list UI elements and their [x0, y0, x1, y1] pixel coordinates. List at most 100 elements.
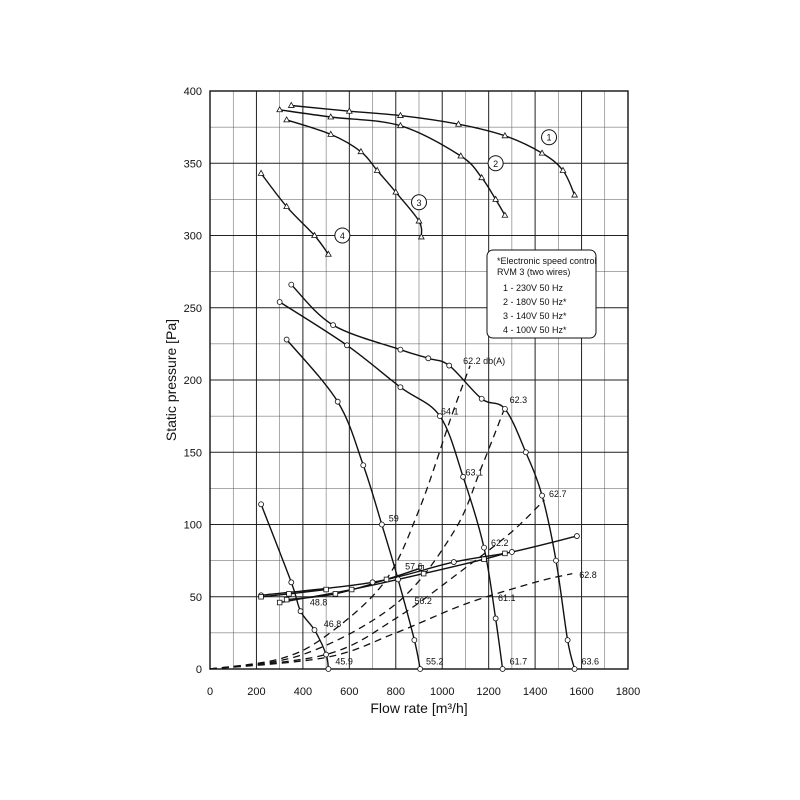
data-point-triangle — [357, 147, 365, 155]
y-tick-label: 100 — [184, 520, 202, 532]
sound-level-label: 63.1 — [465, 467, 483, 477]
data-point-triangle — [478, 173, 486, 181]
data-point-square — [383, 576, 390, 583]
curve-number-badge: 1 — [541, 129, 558, 146]
series-line-system-15 — [209, 572, 573, 670]
data-point-circle — [297, 608, 304, 615]
data-point-circle — [323, 651, 330, 658]
data-point-circle — [571, 666, 578, 672]
sound-level-label: 45.9 — [335, 657, 353, 667]
curve-number-text: 3 — [416, 198, 421, 208]
data-point-triangle — [538, 149, 546, 156]
data-point-circle — [417, 666, 424, 672]
series-line-pressure-4 — [260, 172, 329, 255]
legend-entry: 2 - 180V 50 Hz* — [503, 297, 567, 307]
data-point-triangle — [454, 120, 462, 127]
series-line-power-3 — [286, 567, 422, 601]
sound-level-label: 61.7 — [510, 657, 528, 667]
curve-number-text: 4 — [340, 231, 345, 241]
series-line-curve-2 — [279, 301, 504, 670]
data-point-circle — [446, 362, 453, 369]
data-point-square — [323, 586, 329, 593]
data-point-circle — [502, 405, 508, 412]
data-point-triangle — [492, 195, 500, 202]
data-point-square — [332, 591, 339, 597]
y-tick-label: 0 — [196, 664, 202, 676]
series-lines — [209, 104, 578, 670]
x-tick-label: 1800 — [616, 686, 640, 698]
x-tick-label: 0 — [207, 686, 213, 698]
data-point-circle — [564, 637, 571, 643]
data-point-triangle — [283, 202, 291, 209]
data-point-triangle — [559, 166, 567, 173]
x-tick-label: 200 — [247, 686, 265, 698]
data-point-circle — [283, 336, 290, 343]
data-point-triangle — [311, 231, 318, 238]
data-point-circle — [344, 342, 350, 349]
series-line-pressure-3 — [286, 119, 423, 238]
grid — [209, 90, 629, 670]
data-point-circle — [522, 449, 529, 456]
data-point-triangle — [324, 250, 332, 257]
y-tick-label: 150 — [184, 447, 202, 459]
data-point-circle — [397, 346, 404, 353]
data-point-circle — [311, 627, 318, 633]
sound-level-label: 55.2 — [426, 657, 444, 667]
curve-number-text: 2 — [493, 159, 498, 169]
data-point-triangle — [373, 166, 381, 173]
data-point-triangle — [415, 217, 423, 224]
sound-level-label: 62.8 — [579, 570, 597, 580]
curve-number-badge: 3 — [411, 194, 427, 211]
data-point-circle — [397, 384, 404, 391]
data-point-circle — [258, 501, 264, 508]
data-point-square — [481, 556, 487, 562]
x-tick-label: 400 — [294, 686, 312, 698]
data-point-square — [418, 565, 425, 571]
curve-number-circle — [541, 129, 558, 146]
data-point-circle — [378, 521, 385, 528]
data-point-triangle — [457, 152, 465, 159]
y-tick-label: 200 — [184, 375, 202, 387]
data-point-circle — [492, 615, 499, 622]
sound-level-label: 56.2 — [414, 596, 432, 606]
series-markers — [257, 101, 580, 672]
sound-level-label: 62.2 db(A) — [463, 356, 505, 366]
x-tick-label: 1400 — [523, 686, 547, 698]
data-point-square — [286, 591, 292, 597]
tick-labels: 0 200 400 600 800 1000 1200 1400 1600 18000501001… — [184, 86, 641, 698]
annotations: 62.2 db(A) 62.3 64.1 63.1 62.7 59 62.2 57.6 62.8… — [310, 129, 599, 667]
data-point-square — [502, 550, 508, 557]
y-tick-label: 50 — [190, 592, 202, 604]
data-point-circle — [425, 355, 432, 362]
data-point-circle — [499, 666, 506, 672]
x-tick-label: 1000 — [430, 686, 454, 698]
series-line-system-13 — [209, 407, 506, 670]
x-tick-label: 600 — [340, 686, 358, 698]
data-point-square — [258, 594, 264, 600]
x-tick-label: 1600 — [569, 686, 593, 698]
data-point-triangle — [345, 107, 353, 114]
data-point-circle — [553, 557, 559, 564]
legend-entry: 3 - 140V 50 Hz* — [503, 311, 567, 321]
data-point-triangle — [417, 233, 425, 240]
data-point-triangle — [392, 188, 400, 195]
y-tick-label: 250 — [184, 303, 202, 315]
data-point-circle — [411, 637, 418, 643]
data-point-circle — [574, 533, 580, 539]
sound-level-label: 61.1 — [498, 593, 516, 603]
data-point-triangle — [501, 131, 509, 139]
data-point-triangle — [396, 121, 404, 129]
data-point-circle — [334, 398, 341, 405]
legend-entry: 1 - 230V 50 Hz — [503, 283, 564, 293]
data-point-square — [420, 570, 427, 577]
data-point-circle — [478, 395, 485, 402]
sound-level-label: 46.8 — [324, 619, 342, 629]
data-point-triangle — [396, 111, 404, 118]
data-point-triangle — [571, 191, 579, 198]
sound-level-label: 62.7 — [549, 489, 567, 499]
data-point-circle — [395, 576, 402, 583]
data-point-square — [283, 596, 290, 603]
curve-number-circle — [487, 155, 504, 172]
